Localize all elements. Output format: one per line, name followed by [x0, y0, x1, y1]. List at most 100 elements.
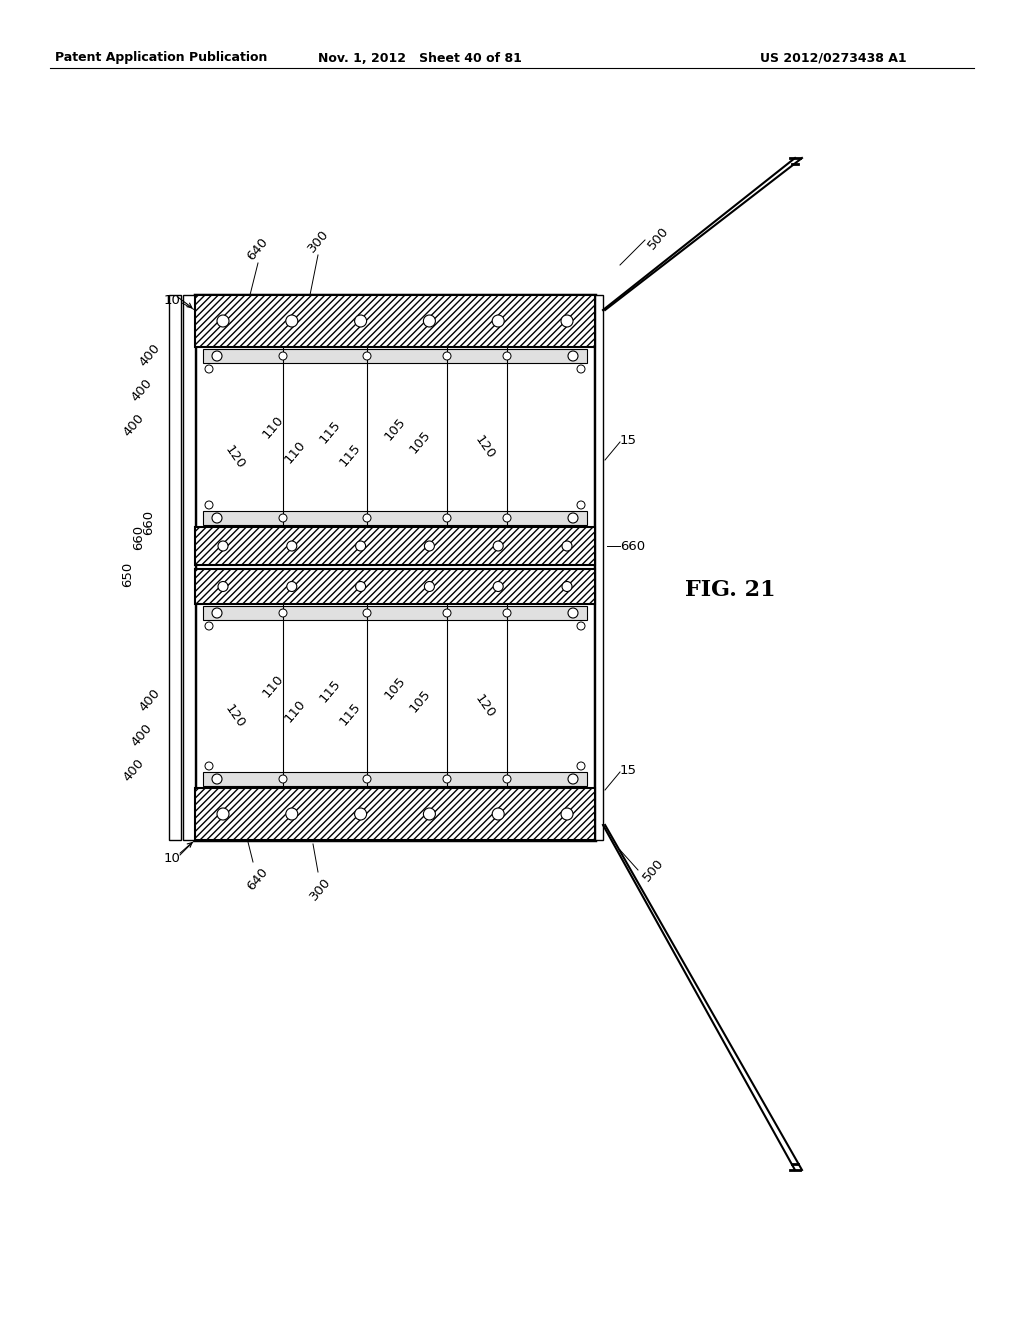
Circle shape — [568, 774, 578, 784]
Text: 110: 110 — [282, 438, 308, 466]
Text: 640: 640 — [245, 865, 271, 892]
Bar — [183, 294, 195, 840]
Bar — [203, 511, 587, 525]
Text: 500: 500 — [640, 857, 667, 884]
Circle shape — [494, 582, 503, 591]
Circle shape — [354, 315, 367, 327]
Text: 105: 105 — [382, 675, 409, 702]
Text: 115: 115 — [316, 677, 343, 705]
Text: 400: 400 — [129, 721, 155, 748]
Circle shape — [423, 808, 435, 820]
Bar — [195, 294, 595, 347]
Text: 120: 120 — [222, 702, 248, 730]
Text: 105: 105 — [407, 688, 433, 715]
Circle shape — [503, 609, 511, 616]
Text: 110: 110 — [260, 672, 286, 700]
Text: 400: 400 — [121, 756, 147, 784]
Circle shape — [287, 582, 297, 591]
Circle shape — [561, 808, 573, 820]
Circle shape — [205, 622, 213, 630]
Circle shape — [286, 808, 298, 820]
Text: 120: 120 — [472, 433, 498, 461]
Text: 650: 650 — [121, 561, 134, 586]
Bar — [195, 569, 595, 605]
Text: 10: 10 — [164, 293, 180, 306]
Text: 400: 400 — [137, 686, 163, 714]
Circle shape — [286, 315, 298, 327]
Circle shape — [423, 315, 435, 327]
Circle shape — [577, 762, 585, 770]
Text: 105: 105 — [382, 414, 409, 444]
Circle shape — [443, 352, 451, 360]
Bar — [595, 294, 603, 840]
Circle shape — [218, 541, 228, 550]
Circle shape — [218, 582, 228, 591]
Text: 660: 660 — [142, 510, 155, 535]
Text: 115: 115 — [337, 700, 364, 727]
Text: 300: 300 — [307, 875, 333, 903]
Circle shape — [443, 775, 451, 783]
Circle shape — [493, 808, 504, 820]
Circle shape — [212, 774, 222, 784]
Bar — [195, 788, 595, 840]
Circle shape — [279, 609, 287, 616]
Text: Patent Application Publication: Patent Application Publication — [55, 51, 267, 65]
Text: 15: 15 — [620, 433, 637, 446]
Text: 110: 110 — [282, 697, 308, 725]
Circle shape — [443, 609, 451, 616]
Circle shape — [443, 513, 451, 521]
Circle shape — [355, 541, 366, 550]
Circle shape — [217, 808, 229, 820]
Circle shape — [562, 582, 572, 591]
Circle shape — [493, 315, 504, 327]
Text: Nov. 1, 2012   Sheet 40 of 81: Nov. 1, 2012 Sheet 40 of 81 — [318, 51, 522, 65]
Circle shape — [561, 315, 573, 327]
Text: US 2012/0273438 A1: US 2012/0273438 A1 — [760, 51, 906, 65]
Circle shape — [362, 609, 371, 616]
Text: 120: 120 — [222, 444, 248, 471]
Circle shape — [577, 622, 585, 630]
Bar — [169, 294, 181, 840]
Text: 500: 500 — [645, 224, 671, 252]
Circle shape — [424, 582, 434, 591]
Text: 120: 120 — [472, 692, 498, 721]
Bar — [203, 606, 587, 620]
Text: 640: 640 — [245, 235, 271, 263]
Circle shape — [362, 775, 371, 783]
Circle shape — [568, 513, 578, 523]
Text: 15: 15 — [620, 763, 637, 776]
Circle shape — [212, 513, 222, 523]
Circle shape — [217, 315, 229, 327]
Circle shape — [287, 541, 297, 550]
Circle shape — [568, 351, 578, 360]
Text: 115: 115 — [337, 441, 364, 469]
Circle shape — [562, 541, 572, 550]
Text: 10: 10 — [164, 851, 180, 865]
Text: FIG. 21: FIG. 21 — [685, 579, 775, 601]
Text: 110: 110 — [260, 413, 286, 441]
Text: 105: 105 — [407, 428, 433, 455]
Circle shape — [362, 352, 371, 360]
Circle shape — [212, 609, 222, 618]
Bar — [195, 294, 595, 840]
Circle shape — [362, 513, 371, 521]
Circle shape — [503, 775, 511, 783]
Text: 400: 400 — [121, 412, 147, 438]
Text: 660: 660 — [132, 524, 145, 549]
Circle shape — [279, 513, 287, 521]
Text: 115: 115 — [316, 418, 343, 446]
Circle shape — [212, 351, 222, 360]
Circle shape — [577, 366, 585, 374]
Bar — [195, 527, 595, 565]
Circle shape — [494, 541, 503, 550]
Circle shape — [355, 582, 366, 591]
Circle shape — [279, 775, 287, 783]
Circle shape — [424, 541, 434, 550]
Circle shape — [205, 502, 213, 510]
Text: 400: 400 — [137, 341, 163, 368]
Bar — [203, 348, 587, 363]
Circle shape — [205, 762, 213, 770]
Text: 660: 660 — [620, 540, 645, 553]
Text: 400: 400 — [129, 376, 155, 404]
Bar — [203, 772, 587, 785]
